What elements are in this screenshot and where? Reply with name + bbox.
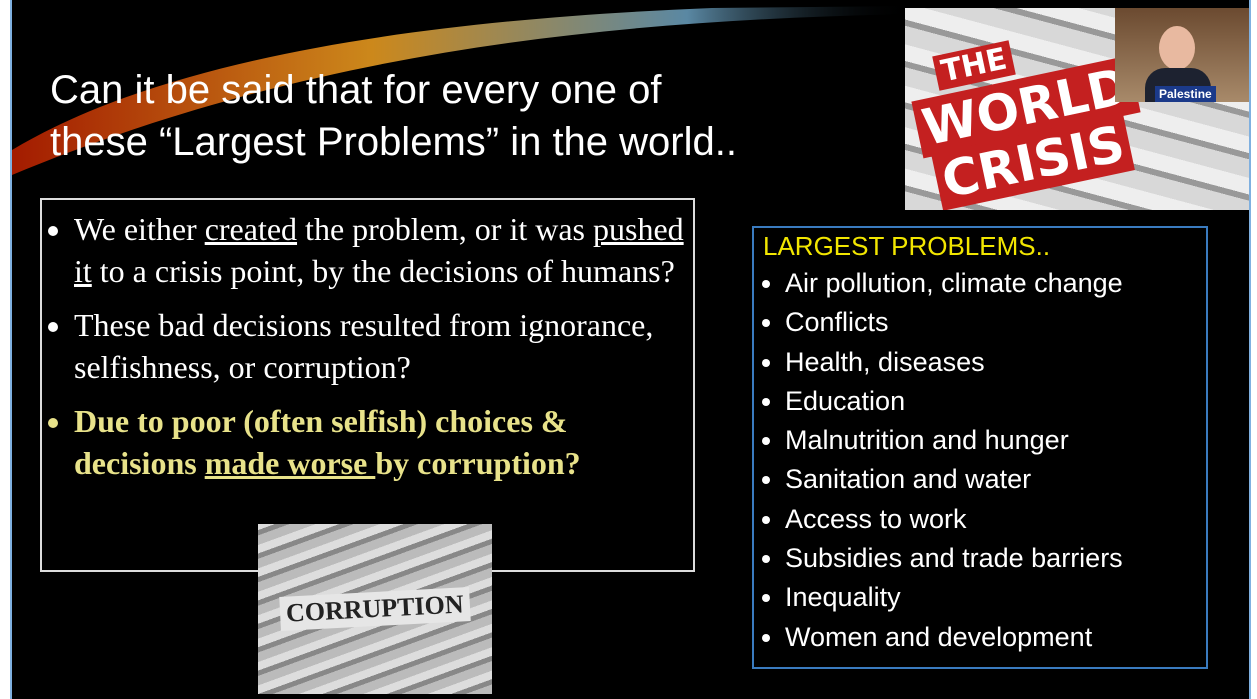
image-text: CORRUPTION	[279, 587, 470, 631]
slide: Can it be said that for every one of the…	[10, 0, 1251, 699]
bullet-text: These bad decisions resulted from ignora…	[74, 307, 653, 385]
speaker-video: Palestine	[1115, 8, 1249, 102]
title-line: Can it be said that for every one of	[50, 68, 661, 113]
bullet: We either created the problem, or it was…	[74, 208, 693, 292]
problem-item: Malnutrition and hunger	[785, 421, 1206, 460]
problem-item: Women and development	[785, 618, 1206, 657]
problem-item: Air pollution, climate change	[785, 264, 1206, 303]
problem-item: Access to work	[785, 500, 1206, 539]
problems-heading: LARGEST PROBLEMS..	[763, 230, 1206, 262]
title-line: these “Largest Problems” in the world..	[50, 120, 737, 165]
bullet-text: made worse	[205, 445, 376, 481]
bullet: Due to poor (often selfish) choices & de…	[74, 400, 693, 484]
bullet: These bad decisions resulted from ignora…	[74, 304, 693, 388]
problem-item: Sanitation and water	[785, 460, 1206, 499]
problems-box: LARGEST PROBLEMS.. Air pollution, climat…	[752, 226, 1208, 669]
problem-item: Inequality	[785, 578, 1206, 617]
speaker	[1159, 26, 1195, 70]
bullet-text: We either	[74, 211, 205, 247]
problem-item: Education	[785, 382, 1206, 421]
video-caption: Palestine	[1155, 86, 1216, 102]
bullet-text: the problem, or it was	[297, 211, 593, 247]
problem-item: Conflicts	[785, 303, 1206, 342]
problem-item: Health, diseases	[785, 343, 1206, 382]
bullet-text: to a crisis point, by the decisions of h…	[92, 253, 675, 289]
bullet-text: by corruption?	[375, 445, 580, 481]
corruption-image: CORRUPTION	[258, 524, 492, 694]
page: Can it be said that for every one of the…	[0, 0, 1257, 699]
problem-item: Subsidies and trade barriers	[785, 539, 1206, 578]
question-box: We either created the problem, or it was…	[40, 198, 695, 572]
bullet-text: created	[205, 211, 297, 247]
